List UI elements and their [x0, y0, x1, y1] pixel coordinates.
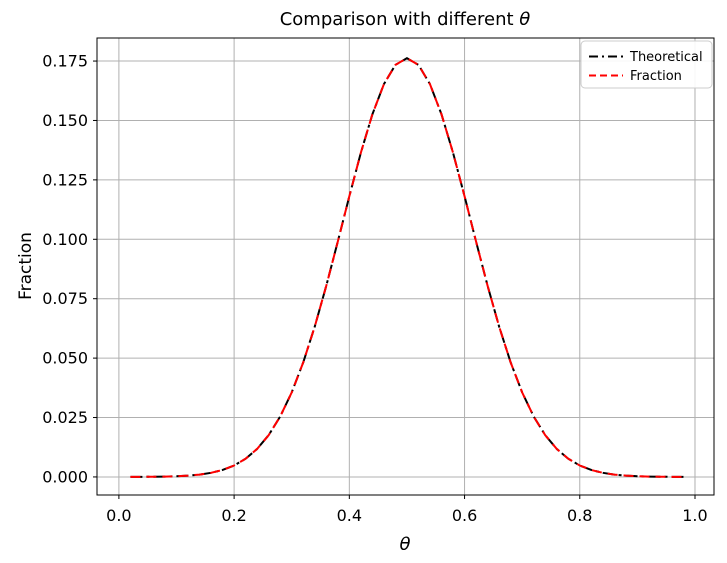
y-tick-label: 0.025 — [42, 408, 88, 427]
y-tick-label: 0.100 — [42, 230, 88, 249]
title-theta-symbol: θ — [519, 9, 530, 30]
legend-item-fraction: Fraction — [589, 69, 682, 84]
y-tick-label: 0.175 — [42, 52, 88, 71]
legend-label-fraction: Fraction — [630, 69, 682, 84]
legend: Theoretical Fraction — [580, 40, 713, 89]
axes-spines — [96, 37, 715, 496]
y-tick-label: 0.000 — [42, 467, 88, 486]
x-tick-label: 0.4 — [337, 506, 362, 525]
plot-area — [97, 38, 714, 495]
x-axis-label: θ — [399, 534, 410, 555]
y-tick-label: 0.075 — [42, 289, 88, 308]
x-tick-label: 0.8 — [567, 506, 592, 525]
legend-label-theoretical: Theoretical — [629, 50, 703, 65]
y-tick-label: 0.150 — [42, 111, 88, 130]
y-tick-label: 0.125 — [42, 170, 88, 189]
x-tick-label: 1.0 — [682, 506, 707, 525]
x-tick-label: 0.6 — [452, 506, 477, 525]
y-tick-label: 0.050 — [42, 349, 88, 368]
x-tick-label: 0.2 — [221, 506, 246, 525]
x-axis-ticks: 0.0 0.2 0.4 0.6 0.8 1.0 — [106, 495, 708, 525]
x-tick-label: 0.0 — [106, 506, 131, 525]
y-axis-ticks: 0.000 0.025 0.050 0.075 0.100 0.125 0.150 0.175 — [42, 52, 97, 486]
series-theoretical-line — [130, 57, 684, 478]
legend-item-theoretical: Theoretical — [589, 50, 703, 65]
y-axis-label: Fraction — [16, 232, 36, 300]
chart-title: Comparison with different θ — [280, 9, 531, 30]
